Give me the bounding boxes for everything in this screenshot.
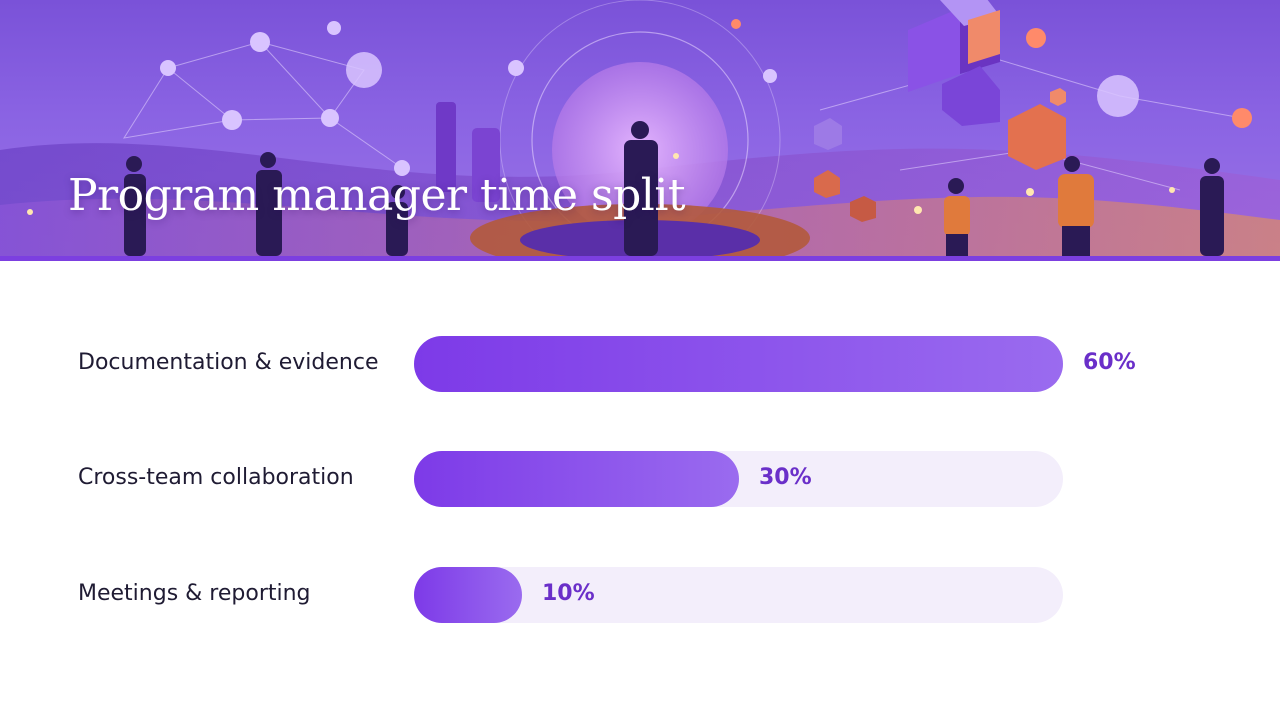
bar-row-documentation: Documentation & evidence 60%	[0, 336, 1280, 392]
banner-divider	[0, 256, 1280, 261]
bar-row-collaboration: Cross-team collaboration 30%	[0, 451, 1280, 507]
value-label: 60%	[1083, 350, 1136, 375]
value-label: 30%	[759, 465, 812, 490]
bar-collaboration	[414, 451, 739, 507]
header-banner: Program manager time split	[0, 0, 1280, 256]
bar-track	[414, 451, 1063, 507]
bar-chart: Documentation & evidence 60% Cross-team …	[0, 300, 1280, 680]
category-label: Documentation & evidence	[78, 350, 379, 375]
category-label: Meetings & reporting	[78, 581, 311, 606]
banner-illustration	[0, 0, 1280, 256]
slide-title: Program manager time split	[68, 170, 686, 221]
bar-row-meetings: Meetings & reporting 10%	[0, 567, 1280, 623]
value-label: 10%	[542, 581, 595, 606]
bar-track	[414, 567, 1063, 623]
category-label: Cross-team collaboration	[78, 465, 354, 490]
bar-track	[414, 336, 1063, 392]
bar-documentation	[414, 336, 1063, 392]
bar-meetings	[414, 567, 522, 623]
